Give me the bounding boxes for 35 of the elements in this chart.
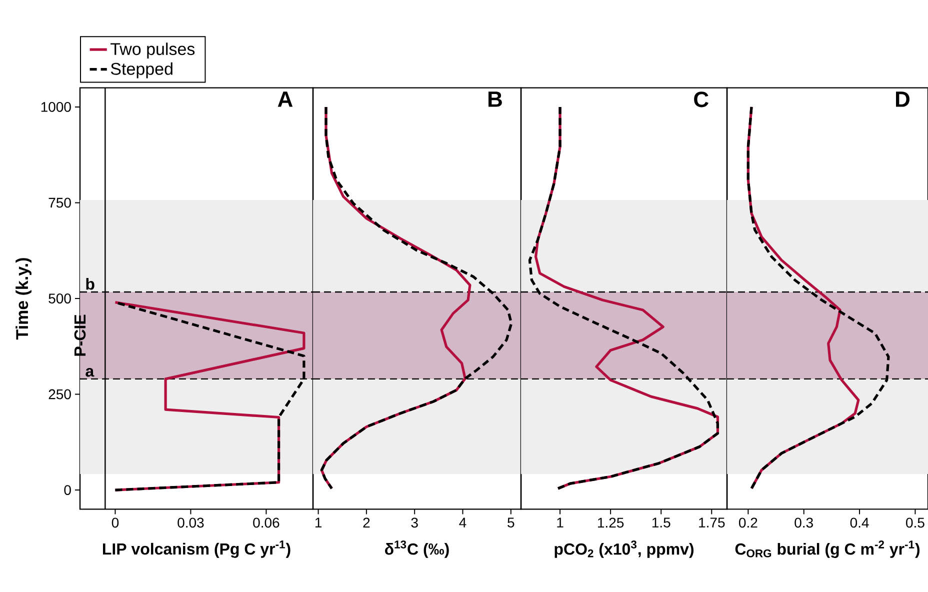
ref-line-label: a xyxy=(86,368,94,377)
chart-title: B xyxy=(488,92,502,107)
band-label: P-CIE xyxy=(74,314,86,356)
x-tick-label: 1 xyxy=(315,518,322,528)
x-tick-label: 3 xyxy=(411,518,418,528)
y-tick-label: 500 xyxy=(48,294,71,304)
x-tick-label: 0.5 xyxy=(906,518,924,528)
x-tick-label: 0.2 xyxy=(738,518,758,528)
x-axis-title: LIP volcanism (Pg C yr$^{-1}$) xyxy=(102,540,290,558)
x-tick-label: 1.5 xyxy=(652,518,670,528)
x-tick-label: 1.75 xyxy=(699,518,725,528)
x-axis-title: δ$^{13}$C (‰) xyxy=(385,540,449,558)
x-axis-title: pCO$_{2}$ (x10$^{3}$, ppmv) xyxy=(554,540,694,558)
x-tick-label: 5 xyxy=(508,518,514,528)
legend-label: Stepped xyxy=(110,62,172,78)
x-tick-label: 2 xyxy=(363,518,370,528)
x-tick-label: 1 xyxy=(557,518,564,528)
x-tick-label: 0.4 xyxy=(850,518,869,528)
y-tick-label: 750 xyxy=(48,198,71,208)
y-axis-title: Time (k.y.) xyxy=(16,258,32,340)
ref-line-label: b xyxy=(86,278,94,290)
x-tick-label: 0.03 xyxy=(178,518,204,528)
y-tick-label: 0 xyxy=(64,485,71,496)
y-tick-label: 1000 xyxy=(41,102,71,112)
y-tick-label: 250 xyxy=(48,389,71,400)
x-tick-label: 0 xyxy=(112,518,119,528)
x-tick-label: 4 xyxy=(459,518,466,528)
x-tick-label: 0.06 xyxy=(253,518,280,528)
chart-title: A xyxy=(278,92,293,107)
x-tick-label: 0.3 xyxy=(794,518,813,528)
chart-title: D xyxy=(896,92,910,107)
legend-label: Two pulses xyxy=(110,42,195,58)
x-axis-title: C$_{ORG}$ burial (g C m$^{-2}$ yr$^{-1}$) xyxy=(735,540,920,558)
x-tick-label: 1.25 xyxy=(598,518,624,528)
chart-title: C xyxy=(694,92,708,108)
